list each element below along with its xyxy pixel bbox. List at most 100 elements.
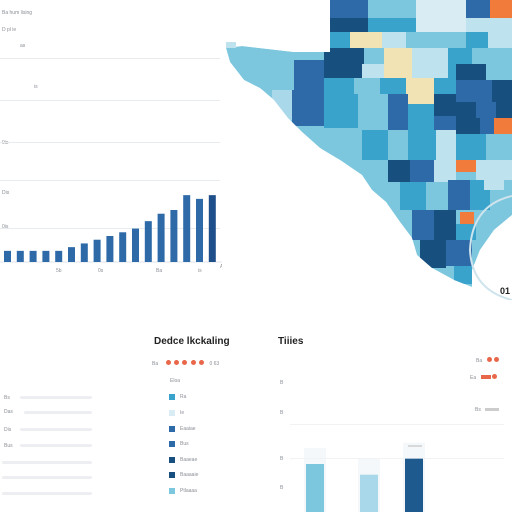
county (486, 134, 512, 160)
county (416, 0, 466, 18)
county (388, 110, 408, 130)
county (456, 80, 492, 102)
bar (80, 243, 88, 262)
x-tick-label: 0s (98, 268, 104, 274)
county (490, 0, 512, 18)
county (294, 60, 324, 90)
county (292, 90, 324, 126)
county (494, 118, 512, 134)
row-label: Bus (4, 443, 13, 449)
county (466, 32, 488, 48)
county (434, 78, 456, 94)
county (412, 210, 434, 240)
bar (29, 250, 37, 262)
county (476, 102, 496, 118)
county (446, 240, 472, 266)
bar (157, 213, 165, 262)
bar (55, 250, 63, 262)
table-title: Dedce lkckaling (154, 336, 230, 347)
y-tick-label: B (280, 410, 284, 416)
filter-dot[interactable] (199, 360, 205, 365)
x-tick-label: Ba (156, 268, 163, 274)
county (460, 212, 474, 224)
bottom-chart-title: Tiiies (278, 336, 304, 347)
table-header: Eloa (170, 378, 181, 384)
legend-label: Ba (476, 358, 483, 364)
x-tick-label: is (198, 268, 202, 274)
bar (42, 250, 50, 262)
bottom-bar-panel: Tiiies Ba Ea Bs B B B B (270, 330, 512, 512)
county (384, 48, 412, 78)
county (400, 182, 426, 210)
legend-item: Ea (470, 374, 499, 381)
legend-row-label: Bus (180, 441, 189, 447)
legend-row-label: Ra (180, 394, 187, 400)
bottom-bar-svg (304, 442, 425, 512)
bar (196, 198, 203, 262)
county (492, 80, 512, 102)
county (484, 172, 504, 190)
row-label: Das (4, 409, 13, 415)
y-tick-label: 0is (2, 140, 9, 146)
county (368, 18, 416, 32)
bar (119, 232, 127, 262)
county (388, 160, 410, 182)
county (368, 0, 416, 18)
map-corner-label: 01 (500, 286, 511, 296)
table-panel: Dedce lkckaling Ba 0 63 Eloa Ra Ie Eaaia… (150, 330, 260, 512)
bar (4, 250, 11, 262)
filter-dot[interactable] (190, 360, 196, 365)
county (434, 160, 456, 182)
county (434, 210, 456, 240)
legend-item: Ba (476, 357, 501, 364)
county (456, 134, 486, 160)
county (226, 42, 236, 48)
y-tick-label: is (34, 84, 38, 90)
county (388, 94, 408, 110)
county (488, 32, 512, 48)
county (456, 102, 476, 118)
bar (106, 236, 114, 262)
filter-dot[interactable] (182, 360, 188, 365)
county (364, 48, 384, 64)
bar (183, 195, 191, 262)
county (380, 78, 406, 94)
legend-row-label: Baaaaie (180, 472, 199, 478)
y-tick-label: B (280, 380, 284, 386)
county (448, 180, 470, 210)
legend-item: Bs (475, 407, 500, 413)
county (410, 160, 434, 182)
bar (93, 239, 101, 262)
county (252, 60, 294, 90)
bar-chart-panel: Ba hum lising D pl ie as is 0is Dis 0is … (0, 0, 240, 290)
county (330, 18, 368, 32)
county (406, 78, 434, 104)
filter-row[interactable]: Ba 0 63 (152, 360, 219, 367)
county (324, 78, 354, 94)
county (408, 130, 436, 160)
chart-header-line-3: as (20, 43, 26, 49)
county (426, 182, 448, 210)
filter-dot[interactable] (173, 360, 179, 365)
county (416, 18, 466, 32)
y-tick-label: 0is (2, 224, 9, 230)
coast-arc (468, 195, 512, 300)
bar-chart-svg (0, 195, 228, 263)
x-tick-label: 5b (56, 268, 62, 274)
county (496, 102, 512, 118)
filter-dot[interactable] (165, 360, 171, 365)
county (434, 94, 456, 116)
filter-label: 0 63 (209, 361, 220, 367)
county-tiles (252, 0, 512, 284)
y-tick-label: B (280, 456, 284, 462)
county (408, 104, 434, 130)
county (466, 0, 490, 18)
county (362, 64, 384, 78)
bar (360, 474, 378, 512)
county (330, 0, 368, 18)
bar (170, 210, 178, 262)
bar (208, 195, 216, 262)
county (362, 130, 388, 160)
county (388, 130, 408, 160)
county (456, 64, 486, 80)
